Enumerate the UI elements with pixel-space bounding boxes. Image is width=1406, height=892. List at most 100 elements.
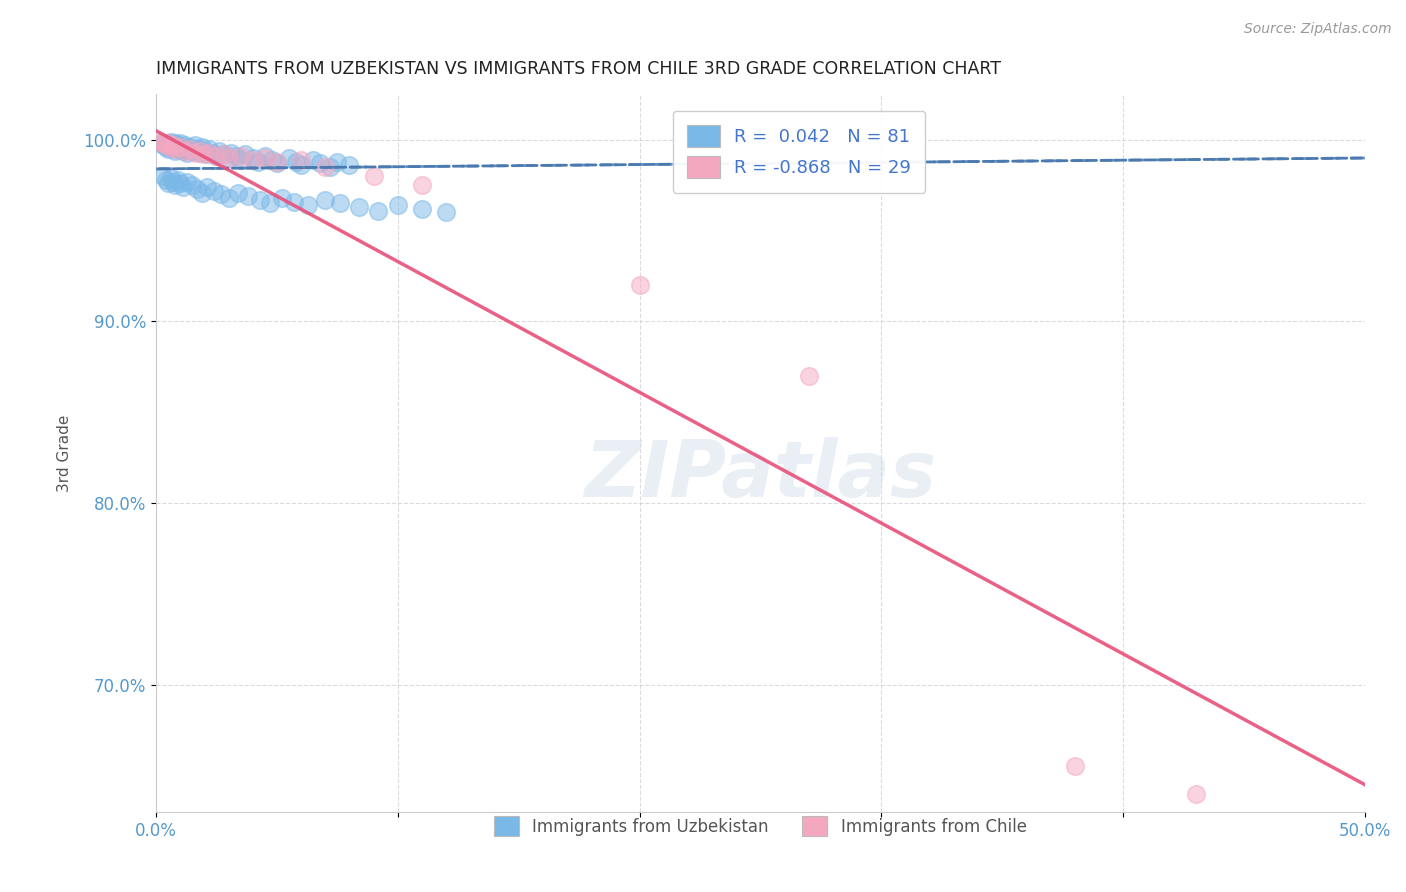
Point [246, 154, 269, 169]
Point [191, 140, 214, 154]
Point [155, 173, 177, 187]
Point [1063, 759, 1085, 773]
Point [162, 138, 184, 153]
Point [347, 200, 370, 214]
Point [165, 178, 187, 193]
Point [290, 153, 312, 167]
Point [302, 153, 325, 167]
Point [326, 154, 349, 169]
Point [209, 187, 232, 202]
Point [229, 153, 252, 167]
Point [226, 186, 249, 200]
Point [278, 151, 301, 165]
Point [259, 196, 281, 211]
Point [169, 136, 191, 151]
Point [266, 154, 288, 169]
Point [283, 194, 305, 209]
Point [367, 203, 389, 218]
Point [242, 153, 264, 167]
Point [169, 140, 191, 154]
Point [157, 177, 180, 191]
Point [411, 178, 433, 193]
Point [159, 135, 181, 149]
Point [797, 368, 820, 383]
Point [202, 184, 225, 198]
Point [186, 142, 208, 156]
Point [159, 171, 181, 186]
Point [198, 142, 221, 156]
Point [235, 147, 257, 161]
Point [212, 147, 235, 161]
Text: ZIPatlas: ZIPatlas [585, 437, 936, 513]
Point [229, 149, 252, 163]
Point [270, 191, 292, 205]
Point [225, 149, 247, 163]
Point [165, 136, 187, 151]
Point [174, 138, 197, 153]
Y-axis label: 3rd Grade: 3rd Grade [58, 415, 72, 491]
Point [174, 142, 197, 156]
Point [188, 145, 211, 160]
Point [152, 136, 174, 151]
Point [152, 169, 174, 183]
Point [628, 278, 651, 293]
Point [218, 151, 240, 165]
Point [314, 193, 336, 207]
Point [165, 142, 187, 156]
Point [179, 142, 201, 156]
Point [266, 156, 288, 170]
Point [181, 144, 204, 158]
Point [193, 144, 215, 158]
Point [176, 175, 198, 189]
Point [157, 142, 180, 156]
Point [183, 138, 205, 153]
Point [155, 138, 177, 153]
Point [183, 145, 205, 160]
Text: Source: ZipAtlas.com: Source: ZipAtlas.com [1244, 22, 1392, 37]
Point [339, 158, 361, 172]
Point [179, 140, 201, 154]
Point [169, 177, 191, 191]
Point [165, 144, 187, 158]
Point [172, 180, 194, 194]
Point [188, 144, 211, 158]
Legend: Immigrants from Uzbekistan, Immigrants from Chile: Immigrants from Uzbekistan, Immigrants f… [488, 809, 1033, 843]
Point [157, 136, 180, 151]
Point [208, 144, 231, 158]
Point [159, 140, 181, 154]
Point [411, 202, 433, 216]
Point [329, 196, 352, 211]
Point [176, 145, 198, 160]
Point [253, 151, 276, 165]
Point [181, 178, 204, 193]
Point [166, 142, 188, 156]
Point [159, 140, 181, 154]
Point [219, 145, 242, 160]
Point [155, 140, 177, 154]
Point [434, 205, 457, 219]
Point [195, 147, 218, 161]
Point [218, 151, 240, 165]
Point [363, 169, 385, 183]
Point [290, 158, 312, 172]
Point [166, 138, 188, 153]
Point [297, 198, 319, 212]
Point [193, 147, 215, 161]
Point [205, 149, 228, 163]
Point [149, 135, 172, 149]
Point [162, 140, 184, 154]
Point [166, 173, 188, 187]
Point [186, 182, 208, 196]
Point [387, 198, 409, 212]
Point [201, 145, 224, 160]
Point [157, 136, 180, 151]
Point [205, 149, 228, 163]
Point [242, 151, 264, 165]
Point [218, 191, 240, 205]
Point [314, 160, 336, 174]
Point [319, 160, 342, 174]
Point [253, 149, 276, 163]
Point [285, 154, 308, 169]
Point [236, 189, 259, 203]
Point [260, 153, 283, 167]
